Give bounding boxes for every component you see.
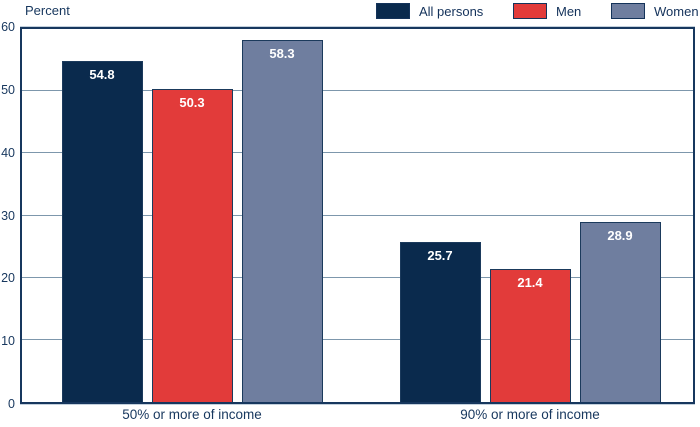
bar-women-group1: 58.3 bbox=[241, 39, 323, 402]
y-tick-label-20: 20 bbox=[1, 271, 15, 286]
bar-all-persons-group1: 54.8 bbox=[61, 61, 143, 402]
legend-item-all-persons: All persons bbox=[376, 3, 483, 19]
bar-value-label: 54.8 bbox=[89, 67, 115, 83]
gridline-50 bbox=[22, 90, 693, 92]
plot-area: 54.8 50.3 58.3 25.7 21.4 28.9 bbox=[20, 27, 695, 404]
y-tick-label-10: 10 bbox=[1, 334, 15, 349]
bar-value-label: 25.7 bbox=[427, 248, 453, 264]
legend-label-women: Women bbox=[654, 3, 699, 19]
y-tick-label-60: 60 bbox=[1, 20, 15, 34]
gridline-40 bbox=[22, 152, 693, 154]
legend-item-men: Men bbox=[513, 3, 581, 19]
legend-label-men: Men bbox=[556, 3, 582, 19]
gridline-10 bbox=[22, 338, 693, 340]
bar-value-label: 21.4 bbox=[517, 274, 543, 290]
y-tick-label-30: 30 bbox=[1, 208, 15, 223]
y-tick-label-0: 0 bbox=[8, 397, 15, 411]
x-category-label-90-percent: 90% or more of income bbox=[460, 407, 600, 422]
bar-value-label: 50.3 bbox=[179, 95, 205, 111]
gridline-20 bbox=[22, 276, 693, 278]
legend-item-women: Women bbox=[611, 3, 699, 19]
bar-value-label: 28.9 bbox=[607, 228, 633, 244]
bar-all-persons-group2: 25.7 bbox=[399, 242, 481, 402]
x-category-label-50-percent: 50% or more of income bbox=[122, 407, 262, 422]
legend-swatch-all-persons bbox=[376, 3, 410, 19]
bar-women-group2: 28.9 bbox=[579, 222, 661, 402]
y-tick-label-40: 40 bbox=[1, 145, 15, 160]
bar-men-group1: 50.3 bbox=[151, 89, 233, 402]
y-axis-title: Percent bbox=[25, 3, 70, 18]
legend-label-all-persons: All persons bbox=[419, 3, 484, 19]
y-tick-label-50: 50 bbox=[1, 82, 15, 97]
bar-men-group2: 21.4 bbox=[489, 268, 571, 402]
legend-swatch-men bbox=[513, 3, 547, 19]
legend-swatch-women bbox=[611, 3, 645, 19]
gridline-30 bbox=[22, 214, 693, 216]
bar-value-label: 58.3 bbox=[269, 45, 295, 61]
